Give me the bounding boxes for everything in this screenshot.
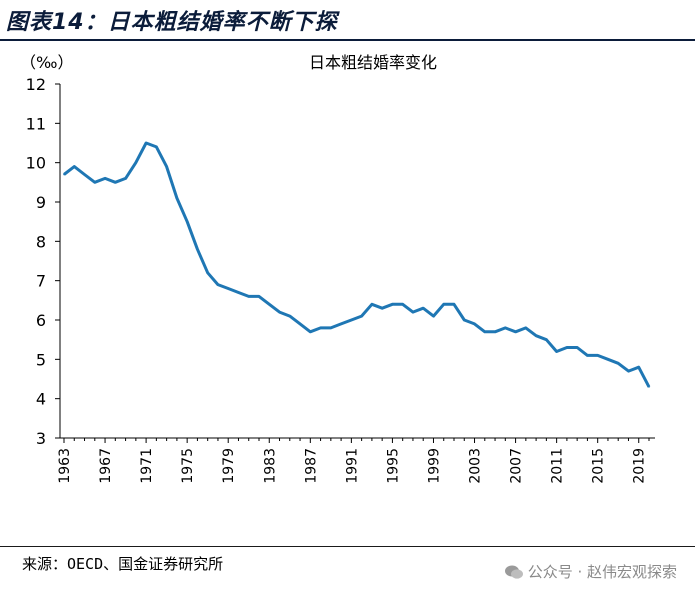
- data-point: [371, 303, 373, 306]
- x-tick-label: 2007: [509, 448, 525, 484]
- data-point: [401, 303, 404, 306]
- data-point: [442, 303, 445, 306]
- data-point: [648, 386, 650, 388]
- data-point: [309, 331, 312, 333]
- data-point: [237, 291, 240, 294]
- data-point: [268, 303, 271, 306]
- data-point: [494, 331, 496, 333]
- data-point: [104, 177, 106, 180]
- y-tick-label: 3: [36, 429, 46, 448]
- x-tick-label: 1979: [221, 448, 237, 484]
- data-point: [360, 315, 363, 317]
- data-point: [473, 323, 476, 325]
- x-tick-label: 2015: [591, 448, 607, 484]
- data-point: [176, 197, 178, 199]
- data-point: [217, 283, 219, 286]
- watermark-text: 公众号 · 赵伟宏观探索: [527, 563, 677, 581]
- data-point: [227, 287, 229, 290]
- data-point: [463, 319, 466, 321]
- data-point: [576, 346, 578, 349]
- data-point: [453, 303, 455, 306]
- data-point: [566, 346, 568, 349]
- data-point: [165, 165, 168, 168]
- top-divider: [0, 39, 695, 41]
- data-point: [607, 358, 609, 361]
- x-tick-label: 1987: [303, 448, 319, 484]
- y-tick-label: 5: [36, 350, 46, 369]
- data-point: [206, 272, 209, 274]
- bottom-divider: [0, 546, 695, 547]
- data-point: [73, 165, 76, 168]
- data-point: [278, 311, 281, 313]
- x-tick-label: 2003: [468, 448, 484, 484]
- y-axis-unit-label: （‰）: [20, 53, 73, 72]
- chart-title: 日本粗结婚率变化: [309, 53, 437, 72]
- x-tick-label: 1971: [139, 448, 155, 484]
- x-tick-label: 1991: [344, 448, 360, 484]
- data-point: [484, 331, 486, 333]
- data-point: [145, 142, 147, 144]
- data-point: [155, 146, 158, 148]
- data-point: [535, 334, 537, 337]
- data-point: [391, 303, 394, 306]
- y-tick-label: 8: [36, 232, 46, 251]
- x-tick-label: 2019: [632, 448, 648, 484]
- data-point: [186, 220, 188, 223]
- data-point: [350, 319, 353, 321]
- data-point: [63, 173, 65, 176]
- y-tick-label: 6: [36, 311, 46, 330]
- data-point: [422, 307, 425, 310]
- data-point: [289, 315, 291, 317]
- series-group: [63, 141, 651, 388]
- wechat-icon: [504, 565, 523, 579]
- data-point: [330, 327, 332, 329]
- data-point: [504, 327, 507, 329]
- data-point: [319, 327, 322, 329]
- x-tick-label: 1983: [262, 448, 278, 484]
- axes: [59, 84, 655, 439]
- data-point: [555, 350, 558, 353]
- data-point: [124, 177, 127, 180]
- x-tick-label: 1967: [98, 448, 114, 484]
- y-tick-label: 4: [36, 390, 46, 409]
- y-tick-label: 7: [36, 272, 46, 291]
- data-point: [258, 295, 260, 298]
- data-point: [514, 331, 517, 333]
- data-point: [617, 362, 619, 365]
- series-line: [63, 141, 651, 388]
- data-point: [586, 354, 589, 357]
- x-tick-label: 1999: [426, 448, 442, 484]
- data-point: [299, 323, 301, 325]
- y-axis-ticks: 3 4 5 6 7 8 9 10 11 12: [26, 75, 60, 448]
- data-point: [627, 370, 630, 372]
- data-point: [196, 248, 199, 250]
- y-tick-label: 10: [26, 154, 46, 173]
- watermark: 公众号 · 赵伟宏观探索: [504, 561, 677, 582]
- data-point: [637, 366, 640, 369]
- data-point: [94, 181, 96, 184]
- data-point: [545, 338, 548, 341]
- data-point: [340, 323, 342, 325]
- x-axis-ticks: 1963 1967 1971 1975 1979 1983 1987 1991 1995 1999…: [57, 438, 650, 484]
- x-tick-label: 1995: [385, 448, 401, 484]
- data-point: [596, 354, 599, 357]
- data-point: [83, 173, 86, 176]
- data-point: [525, 327, 527, 329]
- y-tick-label: 12: [26, 75, 46, 94]
- data-point: [247, 295, 250, 298]
- data-point: [432, 315, 435, 317]
- figure-title: 图表14：日本粗结婚率不断下探: [6, 10, 338, 35]
- data-point: [381, 307, 384, 310]
- x-tick-label: 1975: [180, 448, 196, 484]
- y-tick-label: 11: [26, 114, 46, 133]
- y-tick-label: 9: [36, 193, 46, 212]
- data-point: [114, 181, 117, 184]
- data-point: [412, 311, 414, 313]
- source-note: 来源：OECD、国金证券研究所: [22, 555, 224, 573]
- x-tick-label: 1963: [57, 448, 73, 484]
- x-tick-label: 2011: [550, 448, 566, 484]
- data-point: [135, 161, 137, 164]
